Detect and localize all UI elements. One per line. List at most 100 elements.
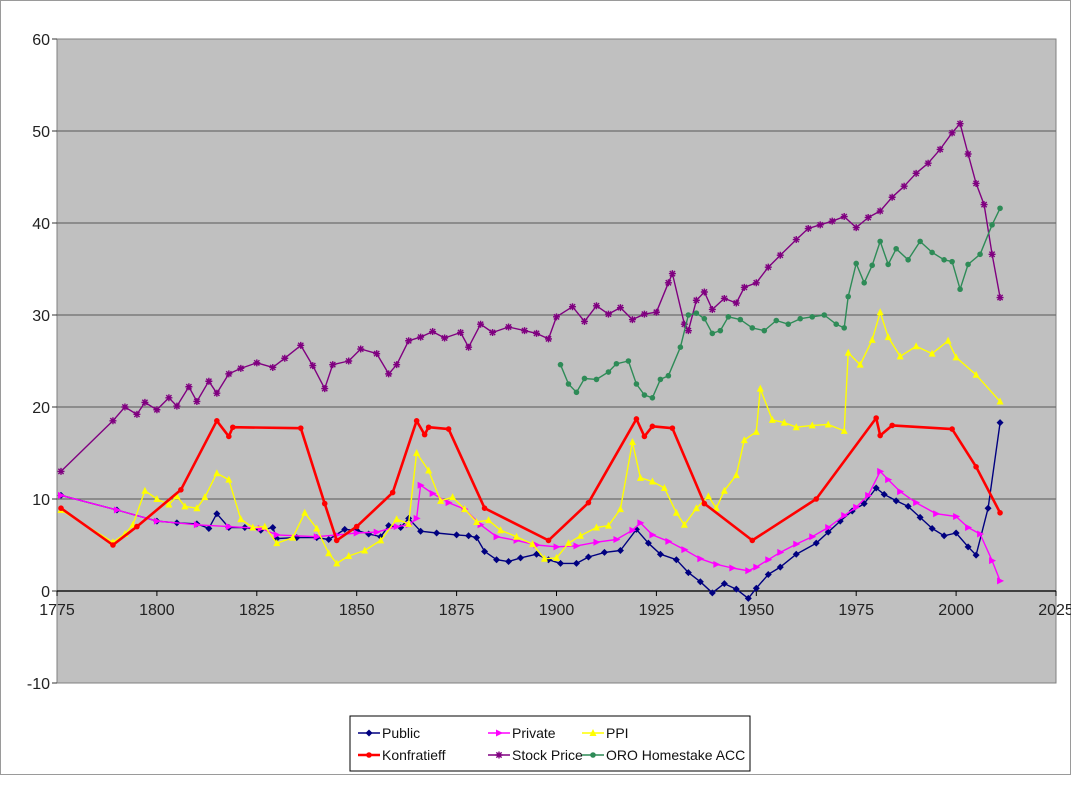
- data-point: [665, 372, 672, 379]
- data-point: [417, 333, 425, 341]
- data-point: [845, 293, 852, 300]
- data-point: [953, 512, 961, 520]
- legend-label: Konfratieff: [382, 747, 446, 763]
- data-point: [225, 523, 233, 531]
- data-point: [393, 523, 401, 531]
- data-point: [141, 398, 149, 406]
- data-point: [297, 341, 305, 349]
- data-point: [692, 296, 700, 304]
- data-point: [541, 554, 549, 562]
- data-point: [888, 193, 896, 201]
- data-point: [701, 500, 708, 507]
- data-point: [325, 549, 333, 557]
- data-point: [297, 425, 304, 431]
- data-point: [493, 533, 501, 541]
- data-point: [425, 466, 433, 474]
- data-point: [956, 120, 964, 128]
- data-point: [752, 279, 760, 287]
- data-point: [792, 550, 800, 558]
- data-point: [740, 283, 748, 291]
- data-point: [680, 520, 688, 528]
- data-point: [809, 314, 816, 320]
- data-point: [912, 342, 920, 350]
- data-point: [692, 504, 700, 512]
- data-point: [928, 524, 936, 532]
- data-point: [505, 558, 513, 566]
- data-point: [648, 477, 656, 485]
- legend-item: ORO Homestake ACC: [582, 747, 745, 763]
- data-point: [809, 533, 817, 541]
- data-point: [777, 548, 785, 556]
- data-point: [776, 563, 784, 571]
- data-point: [385, 370, 393, 378]
- data-point: [965, 261, 971, 268]
- data-point: [872, 484, 880, 492]
- data-point: [869, 262, 875, 269]
- data-point: [636, 473, 644, 481]
- series-ppi: [57, 308, 1004, 567]
- data-point: [876, 308, 884, 316]
- data-point: [616, 505, 624, 513]
- data-point: [649, 423, 656, 430]
- data-point: [553, 543, 561, 551]
- data-point: [313, 533, 321, 541]
- data-point: [445, 426, 452, 432]
- series-konfratieff: [58, 415, 1003, 548]
- y-tick-label: 40: [32, 216, 50, 233]
- data-point: [644, 539, 652, 547]
- data-point: [669, 425, 676, 431]
- data-point: [876, 207, 884, 215]
- data-point: [964, 150, 972, 158]
- data-point: [764, 570, 772, 578]
- data-point: [965, 524, 973, 532]
- data-point: [656, 550, 664, 558]
- data-point: [237, 515, 245, 523]
- legend-label: Private: [512, 725, 556, 741]
- data-point: [572, 559, 580, 567]
- data-point: [952, 529, 960, 537]
- data-point: [205, 377, 213, 385]
- data-point: [193, 521, 201, 529]
- data-point: [685, 312, 692, 318]
- data-point: [740, 436, 748, 444]
- data-point: [581, 375, 588, 382]
- data-point: [912, 169, 920, 177]
- data-point: [173, 492, 181, 500]
- data-point: [493, 556, 501, 564]
- data-point: [852, 224, 860, 232]
- data-point: [693, 310, 700, 316]
- data-point: [984, 504, 992, 512]
- data-point: [429, 489, 437, 497]
- data-point: [989, 557, 997, 565]
- data-point: [885, 261, 891, 268]
- data-point: [269, 524, 277, 532]
- data-point: [393, 361, 401, 369]
- data-point: [616, 547, 624, 555]
- data-point: [749, 537, 756, 544]
- data-point: [593, 538, 601, 546]
- data-point: [133, 410, 141, 418]
- data-point: [529, 540, 537, 548]
- legend-label: ORO Homestake ACC: [606, 747, 745, 763]
- data-point: [980, 201, 988, 209]
- data-point: [928, 349, 936, 357]
- data-point: [134, 523, 140, 530]
- data-point: [649, 395, 656, 401]
- data-point: [565, 381, 572, 387]
- data-point: [660, 483, 668, 491]
- data-point: [613, 535, 621, 543]
- data-point: [273, 539, 281, 547]
- data-point: [377, 536, 385, 544]
- data-point: [641, 392, 648, 398]
- data-point: [821, 312, 828, 318]
- data-point: [533, 329, 541, 337]
- legend-swatch-marker: [589, 729, 597, 736]
- data-point: [429, 328, 437, 336]
- data-point: [178, 487, 184, 493]
- data-point: [533, 550, 541, 558]
- data-point: [885, 476, 893, 484]
- data-point: [413, 418, 420, 424]
- data-point: [880, 490, 888, 498]
- data-point: [997, 205, 1003, 212]
- data-point: [856, 360, 864, 368]
